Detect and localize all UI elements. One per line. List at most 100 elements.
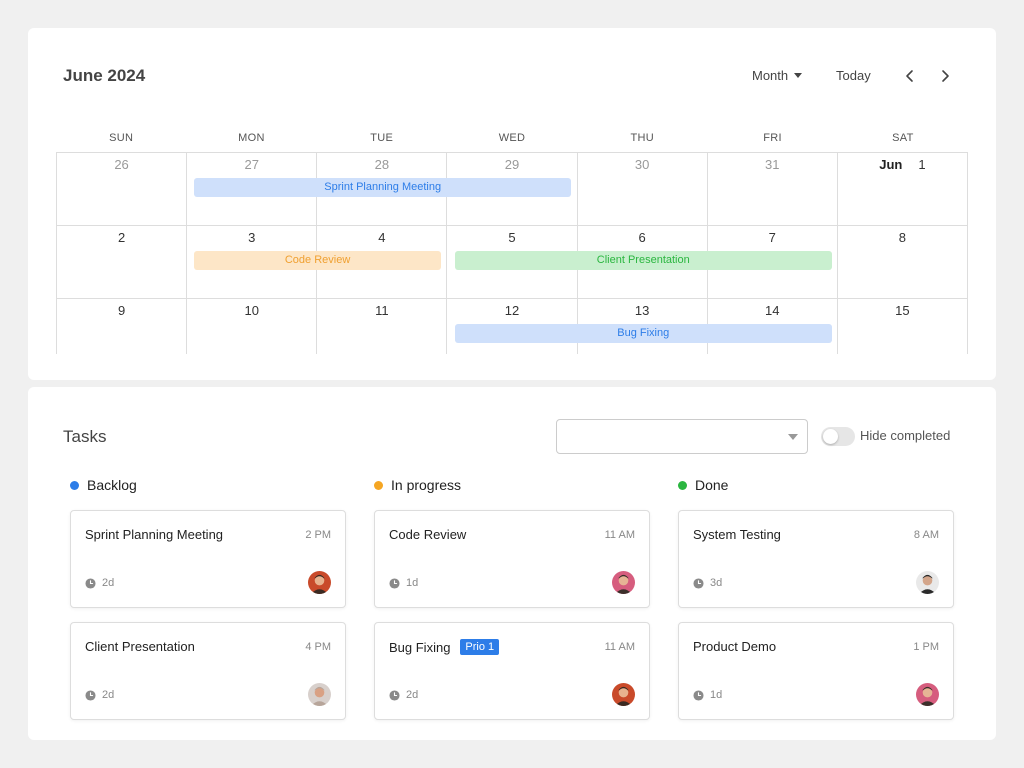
- calendar-title: June 2024: [63, 66, 146, 85]
- task-card[interactable]: Sprint Planning Meeting 2 PM 2d: [70, 510, 346, 608]
- clock-icon: [693, 577, 704, 589]
- task-duration: 2d: [389, 689, 418, 701]
- day-number: 14: [765, 303, 780, 318]
- task-time: 2 PM: [305, 529, 331, 541]
- today-button[interactable]: Today: [836, 68, 871, 83]
- task-duration: 2d: [85, 577, 114, 589]
- task-duration: 2d: [85, 689, 114, 701]
- task-time: 8 AM: [913, 529, 939, 541]
- column-title: Backlog: [87, 477, 137, 493]
- month-label: Jun: [879, 157, 903, 172]
- day-cell[interactable]: 30: [577, 153, 708, 226]
- clock-icon: [389, 689, 400, 701]
- task-title-row: System Testing: [693, 527, 781, 542]
- chevron-left-icon[interactable]: [902, 68, 918, 84]
- weekday-label: SAT: [892, 132, 914, 144]
- weekday-header: SUN MON TUE WED THU FRI SAT: [56, 124, 968, 152]
- weekday-label: TUE: [370, 132, 394, 144]
- assignee-avatar[interactable]: [916, 571, 939, 594]
- day-cell[interactable]: 10: [187, 299, 318, 354]
- assignee-avatar[interactable]: [612, 683, 635, 706]
- day-cell[interactable]: 14: [708, 299, 838, 354]
- day-number: 27: [244, 157, 259, 172]
- duration-value: 1d: [406, 577, 419, 589]
- day-cell[interactable]: 29: [447, 153, 578, 226]
- view-mode-label: Month: [752, 68, 789, 83]
- chevron-right-icon[interactable]: [937, 68, 953, 84]
- day-cell[interactable]: Jun 1: [837, 153, 968, 226]
- day-cell[interactable]: 4: [317, 226, 448, 299]
- status-dot-icon: [678, 480, 687, 490]
- day-number: 1: [918, 157, 926, 172]
- day-cell[interactable]: 11: [317, 299, 448, 354]
- hide-completed-toggle[interactable]: [821, 427, 855, 446]
- assignee-avatar[interactable]: [308, 571, 331, 594]
- calendar-event[interactable]: Client Presentation: [454, 251, 832, 270]
- task-title-row: Client Presentation: [85, 639, 195, 654]
- calendar-panel: June 2024 Month Today SUN MON TUE WED THU FRI…: [28, 28, 996, 380]
- task-time: 11 AM: [604, 529, 635, 541]
- calendar-event[interactable]: Bug Fixing: [454, 324, 832, 343]
- avatar-icon: [308, 571, 331, 594]
- task-title-row: Code Review: [389, 527, 466, 542]
- day-number: 7: [768, 230, 776, 245]
- day-number: 31: [765, 157, 780, 172]
- task-card[interactable]: Client Presentation 4 PM 2d: [70, 622, 346, 720]
- duration-value: 2d: [102, 689, 115, 701]
- assignee-avatar[interactable]: [916, 683, 939, 706]
- day-number: 4: [378, 230, 386, 245]
- filter-dropdown[interactable]: [556, 419, 808, 454]
- clock-icon: [693, 689, 704, 701]
- day-cell[interactable]: 26: [57, 153, 188, 226]
- task-name: System Testing: [693, 527, 781, 542]
- day-cell[interactable]: 2: [57, 226, 188, 299]
- tasks-title: Tasks: [63, 427, 107, 446]
- task-card[interactable]: System Testing 8 AM 3d: [678, 510, 954, 608]
- tasks-panel: Tasks Hide completed Backlog Sprint Plann…: [28, 387, 996, 740]
- task-time: 11 AM: [604, 641, 635, 653]
- hide-completed-label: Hide completed: [860, 428, 951, 443]
- assignee-avatar[interactable]: [308, 683, 331, 706]
- week-row: 2 3 4 5 6 7 8 Code Review Client Presentation: [57, 226, 968, 299]
- duration-value: 2d: [406, 689, 419, 701]
- task-duration: 1d: [693, 689, 722, 701]
- day-cell[interactable]: 7: [707, 226, 838, 299]
- task-time: 1 PM: [913, 641, 939, 653]
- priority-badge: Prio 1: [460, 639, 500, 655]
- task-card[interactable]: Code Review 11 AM 1d: [374, 510, 650, 608]
- day-number: 10: [244, 303, 259, 318]
- calendar-event[interactable]: Sprint Planning Meeting: [194, 178, 572, 197]
- task-name: Product Demo: [693, 639, 777, 654]
- task-duration: 1d: [389, 577, 418, 589]
- weekday-label: WED: [498, 132, 526, 144]
- weekday-label: THU: [630, 132, 655, 144]
- day-cell[interactable]: 15: [838, 299, 968, 354]
- day-number: 9: [117, 303, 126, 318]
- day-number: 13: [634, 303, 650, 318]
- avatar-icon: [916, 571, 939, 594]
- day-number: 30: [634, 157, 650, 172]
- task-card[interactable]: Product Demo 1 PM 1d: [678, 622, 954, 720]
- day-number: 3: [248, 230, 256, 245]
- toggle-knob: [823, 429, 838, 444]
- task-name: Client Presentation: [85, 639, 195, 654]
- task-name: Code Review: [389, 527, 467, 542]
- avatar-icon: [308, 683, 331, 706]
- day-cell[interactable]: 8: [837, 226, 968, 299]
- column-header: Backlog: [70, 477, 137, 493]
- task-title-row: Bug Fixing Prio 1: [389, 639, 500, 655]
- month-grid: SUN MON TUE WED THU FRI SAT 26 27 28 29 30 31 Jun 1 Sp…: [56, 124, 968, 354]
- day-cell[interactable]: 9: [57, 299, 188, 354]
- day-number: 15: [895, 303, 910, 318]
- view-mode-dropdown[interactable]: Month: [752, 68, 803, 83]
- assignee-avatar[interactable]: [612, 571, 635, 594]
- day-cell[interactable]: 31: [707, 153, 838, 226]
- caret-down-icon: [794, 73, 803, 78]
- task-time: 4 PM: [305, 641, 331, 653]
- duration-value: 1d: [710, 689, 723, 701]
- avatar-icon: [612, 571, 635, 594]
- day-number: 8: [898, 230, 907, 245]
- task-card[interactable]: Bug Fixing Prio 1 11 AM 2d: [374, 622, 650, 720]
- calendar-event[interactable]: Code Review: [194, 251, 441, 270]
- status-dot-icon: [374, 480, 383, 490]
